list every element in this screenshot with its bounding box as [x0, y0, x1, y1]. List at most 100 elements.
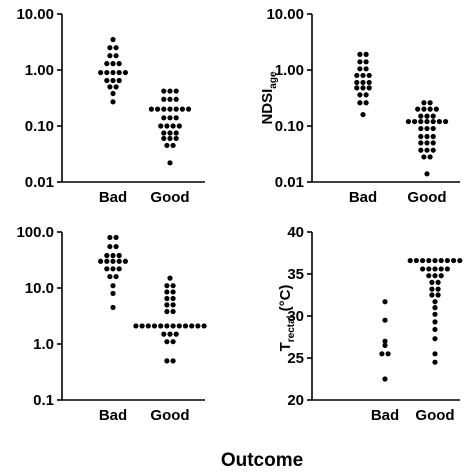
data-point	[167, 331, 173, 337]
y-tick-label: 0.10	[25, 118, 54, 135]
data-point	[110, 252, 116, 259]
data-point	[418, 125, 424, 132]
x-tick-label: Bad	[99, 407, 127, 424]
panel-2: 0.01 0.10 1.00 10.00 Bad Good NDSIage	[259, 6, 460, 206]
data-point	[122, 69, 128, 76]
data-point	[170, 308, 176, 315]
data-point	[104, 266, 110, 272]
data-point	[382, 338, 388, 344]
data-point	[173, 130, 179, 136]
data-point	[418, 133, 424, 140]
data-point	[427, 100, 433, 106]
x-tick-label: Good	[415, 407, 454, 424]
data-point	[424, 133, 430, 140]
data-point	[432, 257, 438, 264]
data-point	[151, 323, 158, 329]
data-point	[164, 283, 170, 289]
data-point	[357, 51, 363, 57]
data-point	[110, 99, 116, 105]
data-point	[363, 100, 369, 106]
data-point	[424, 147, 430, 153]
data-point	[379, 351, 385, 357]
data-point	[432, 305, 438, 311]
y-tick-label: 1.00	[275, 62, 304, 79]
panel-4: 20 25 30 35 40 Bad Good Trectal (°C)	[277, 224, 463, 424]
data-point	[107, 45, 113, 51]
data-point	[170, 302, 176, 308]
data-point	[360, 85, 366, 91]
data-point	[113, 45, 119, 51]
data-point	[167, 130, 173, 136]
data-point	[145, 323, 151, 329]
data-point	[170, 295, 176, 302]
data-point	[158, 323, 164, 329]
data-point	[444, 257, 450, 264]
data-point	[155, 106, 161, 112]
data-point	[438, 273, 444, 279]
data-point	[363, 66, 369, 72]
data-point	[366, 85, 372, 91]
data-point	[427, 154, 433, 160]
data-point	[116, 69, 122, 76]
data-point	[186, 106, 192, 112]
data-point	[420, 266, 426, 272]
data-point	[167, 106, 173, 112]
data-point	[426, 257, 432, 264]
data-point	[354, 72, 360, 79]
data-point	[161, 115, 167, 121]
data-point	[354, 85, 360, 91]
x-axis-title: Outcome	[221, 450, 303, 471]
data-point	[161, 135, 167, 142]
data-point	[415, 106, 421, 112]
data-point	[170, 283, 176, 289]
data-point	[424, 125, 430, 132]
data-point	[360, 111, 366, 118]
data-point	[167, 88, 173, 94]
data-point	[457, 257, 463, 264]
data-point	[385, 351, 391, 357]
data-point	[366, 72, 372, 79]
data-point	[113, 84, 119, 90]
y-tick-label: 0.01	[275, 174, 304, 191]
data-point	[438, 257, 444, 264]
data-point	[424, 113, 430, 119]
data-point	[424, 171, 430, 177]
data-point	[432, 319, 438, 325]
data-point	[424, 140, 430, 146]
data-point	[363, 92, 369, 98]
data-point	[164, 308, 170, 315]
data-point	[432, 273, 438, 279]
data-point	[444, 266, 450, 272]
data-point	[360, 72, 366, 79]
data-point	[421, 100, 427, 106]
x-tick-label: Good	[150, 189, 189, 206]
data-point	[413, 257, 419, 264]
data-point	[173, 96, 179, 102]
y-tick-label: 0.1	[33, 392, 54, 409]
data-point	[424, 118, 430, 125]
data-point	[382, 376, 388, 382]
data-point	[430, 133, 436, 140]
data-point	[110, 266, 116, 272]
data-point	[113, 243, 119, 250]
data-point	[182, 323, 189, 329]
data-point	[164, 339, 170, 345]
data-point	[357, 92, 363, 98]
data-point	[176, 323, 182, 329]
data-point	[430, 140, 436, 146]
y-tick-label: 10.00	[16, 6, 54, 23]
data-point	[432, 359, 438, 365]
data-point	[104, 258, 110, 264]
data-point	[426, 273, 432, 279]
data-point	[382, 317, 388, 323]
data-point	[122, 258, 128, 264]
data-point	[164, 323, 170, 329]
y-tick-label: 25	[287, 350, 304, 367]
data-point	[110, 258, 116, 264]
data-point	[421, 106, 427, 112]
data-point	[438, 266, 444, 272]
data-point	[98, 258, 104, 264]
data-point	[418, 147, 424, 153]
data-point	[104, 69, 110, 76]
data-point	[110, 290, 116, 297]
